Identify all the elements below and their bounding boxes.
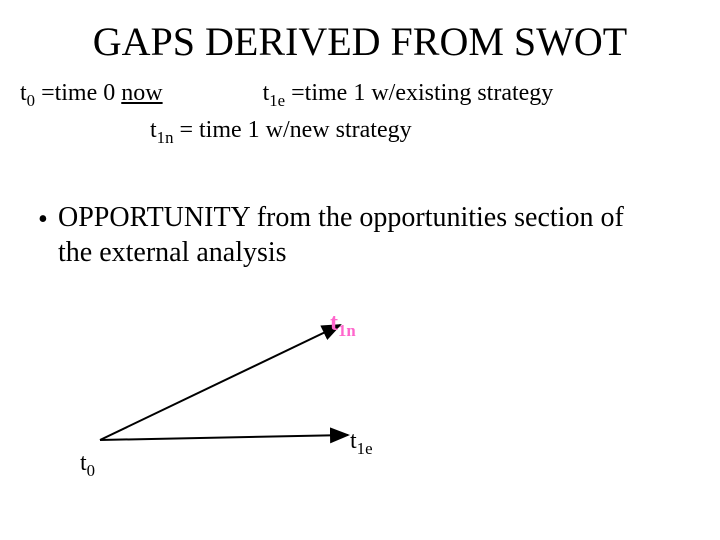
label-t1e-sub: 1e <box>357 439 373 458</box>
def-t0-sub: 0 <box>27 91 35 110</box>
gap-diagram: t0 t1n t1e <box>80 310 420 480</box>
def-t0-rest: =time 0 <box>35 80 121 106</box>
label-t1e-sym: t <box>350 428 357 454</box>
label-t1n-sub: 1n <box>338 321 356 340</box>
def-t1n-sym: t <box>150 117 157 143</box>
bullet-text: OPPORTUNITY from the opportunities secti… <box>58 202 624 268</box>
def-t1n-sub: 1n <box>157 128 174 147</box>
def-t1n: t1n = time 1 w/new strategy <box>150 117 700 148</box>
def-t1e-sub: 1e <box>269 91 285 110</box>
label-t1e: t1e <box>350 428 373 459</box>
label-t1n: t1n <box>330 310 356 341</box>
def-t1n-rest: = time 1 w/new strategy <box>173 117 411 143</box>
page-title: GAPS DERIVED FROM SWOT <box>0 18 720 65</box>
def-t1e-rest: =time 1 w/existing strategy <box>285 80 553 106</box>
label-t1n-sym: t <box>330 310 338 336</box>
label-t0-sub: 0 <box>87 461 95 480</box>
def-t0-sym: t <box>20 80 27 106</box>
def-t1e: t1e =time 1 w/existing strategy <box>263 80 554 111</box>
label-t0-sym: t <box>80 450 87 476</box>
bullet-opportunity: • OPPORTUNITY from the opportunities sec… <box>58 200 658 270</box>
def-t0-now: now <box>121 80 162 106</box>
label-t0: t0 <box>80 450 95 481</box>
definitions-row-1: t0 =time 0 now t1e =time 1 w/existing st… <box>20 80 700 111</box>
definitions-block: t0 =time 0 now t1e =time 1 w/existing st… <box>20 80 700 148</box>
bullet-dot: • <box>38 202 48 237</box>
def-t0: t0 =time 0 now <box>20 80 163 111</box>
